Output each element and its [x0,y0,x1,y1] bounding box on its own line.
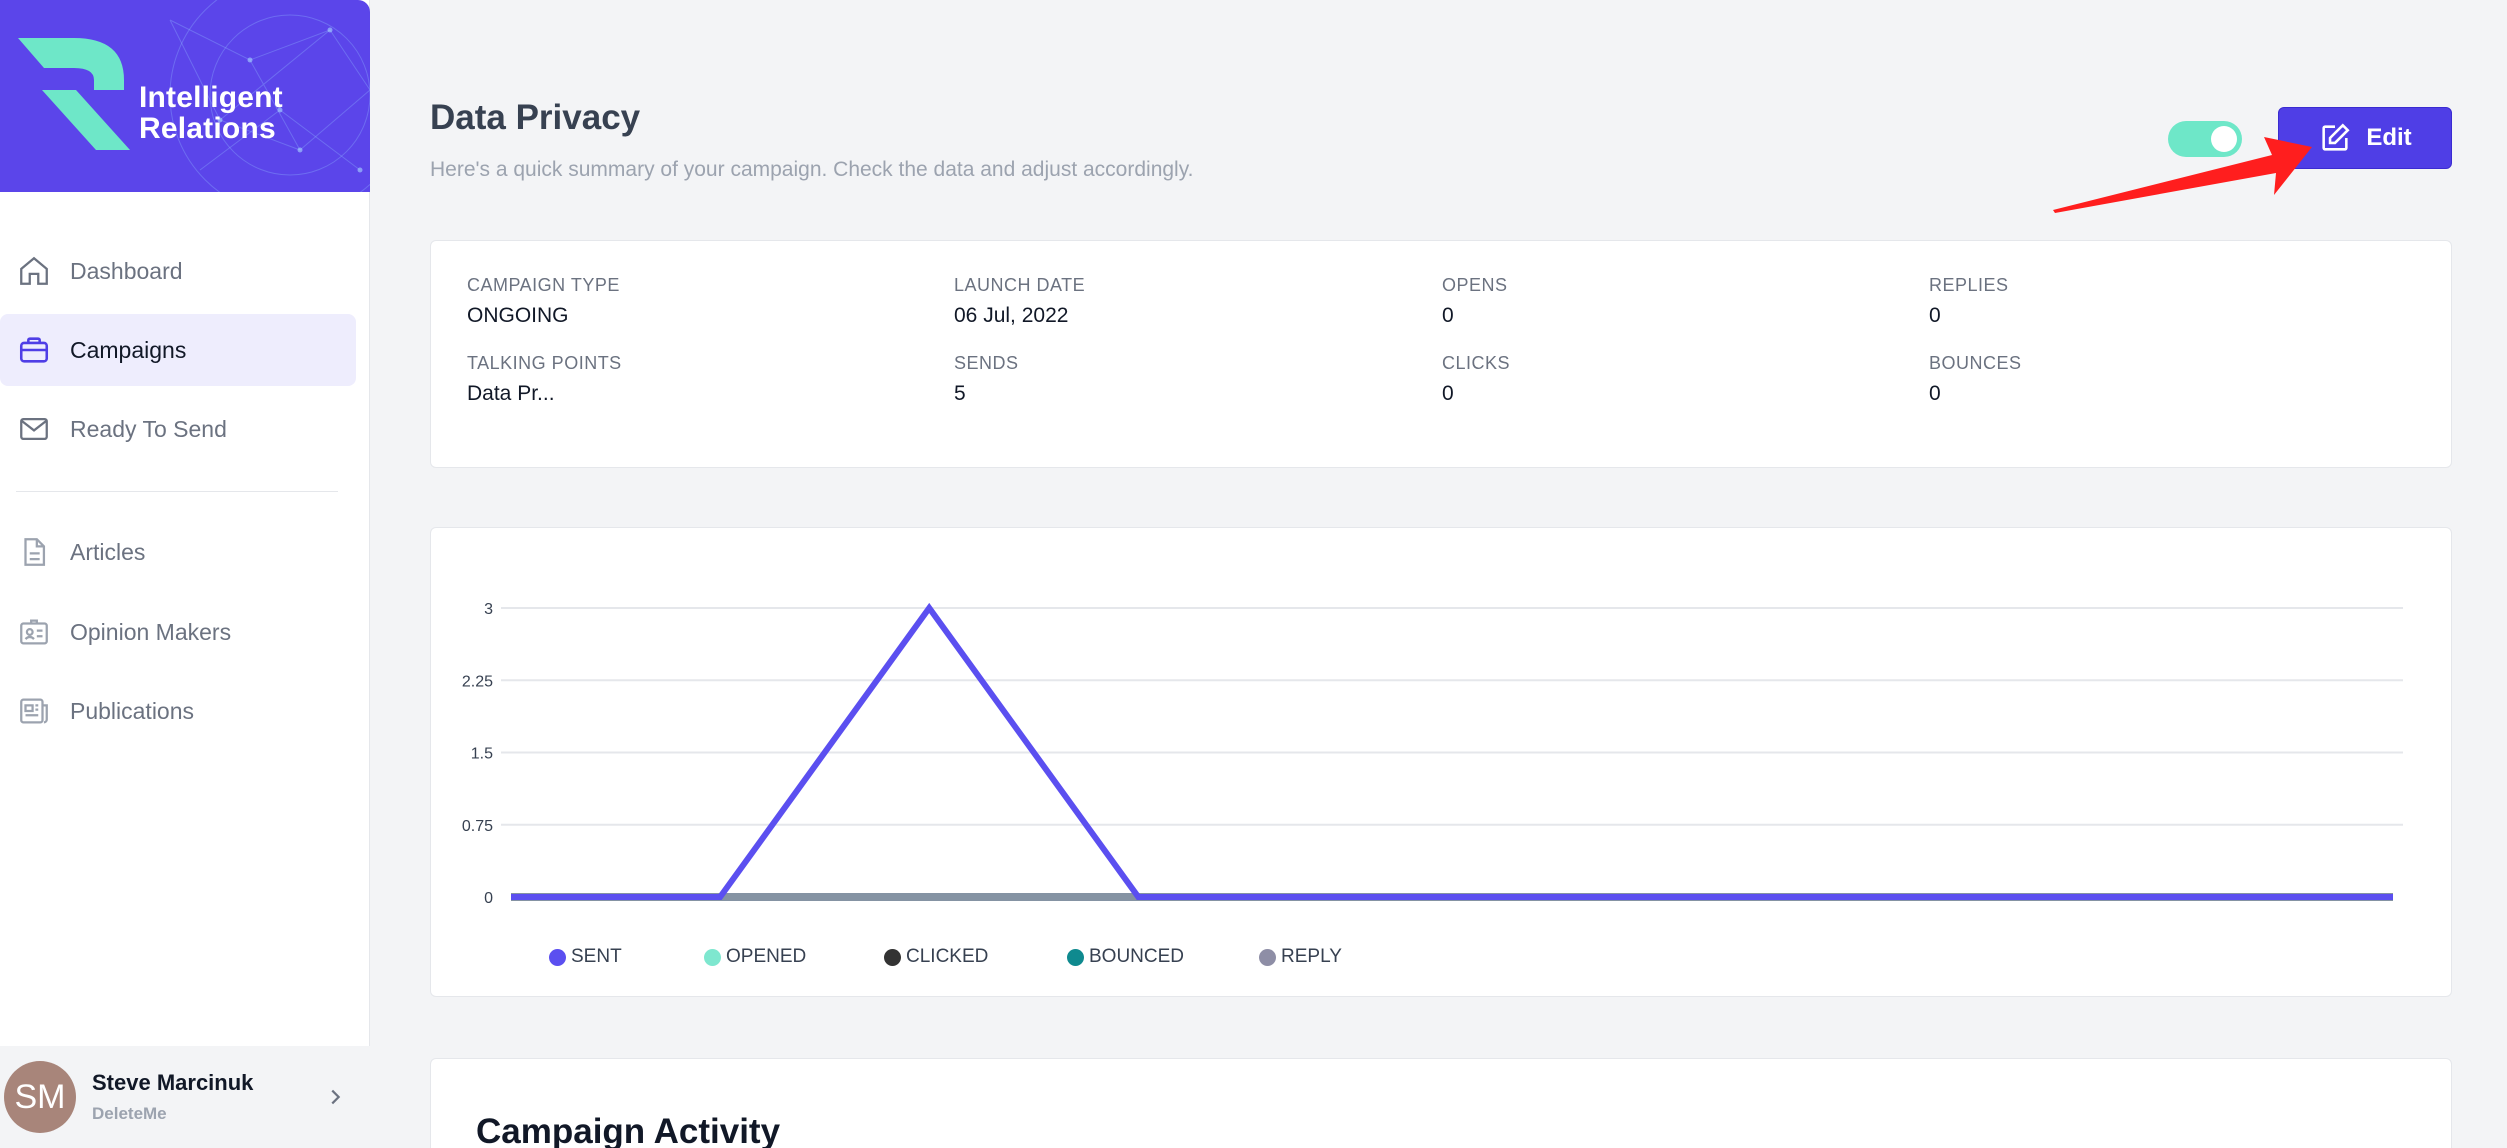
nav-item-publications[interactable]: Publications [0,675,356,747]
legend-dot [549,948,566,966]
network-pattern-icon [169,0,370,192]
red-arrow-annotation-icon [2053,137,2312,213]
user-org: DeleteMe [92,1104,167,1123]
stat-value: Data Pr... [467,382,555,405]
stat-value: 0 [1442,382,1454,405]
stat-label: LAUNCH DATE [954,275,1086,295]
user-profile[interactable]: SM Steve Marcinuk DeleteMe [0,1046,370,1148]
stat-sends: SENDS 5 [954,353,1019,406]
nav-item-ready-to-send[interactable]: Ready To Send [0,393,356,465]
newspaper-icon [16,693,52,729]
stat-replies: REPLIES 0 [1929,275,2009,328]
brand-name-line2: Relations [139,112,276,145]
edit-icon [2318,121,2352,155]
document-icon [16,534,52,570]
legend-item-opened[interactable]: OPENED [704,946,806,968]
legend-dot [884,948,901,966]
edit-button[interactable]: Edit [2278,107,2452,169]
page-title: Data Privacy [430,98,641,137]
user-info: Steve Marcinuk DeleteMe [92,1070,253,1124]
stat-label: TALKING POINTS [467,353,622,373]
stat-value: 0 [1442,304,1454,327]
campaign-line-chart: 0 0.75 1.5 2.25 3 [462,601,2403,907]
legend-item-sent[interactable]: SENT [549,946,622,968]
nav-item-opinion-makers[interactable]: Opinion Makers [0,596,356,668]
campaign-summary-card: CAMPAIGN TYPE ONGOING LAUNCH DATE 06 Jul… [430,240,2452,468]
stat-label: CAMPAIGN TYPE [467,275,620,295]
stat-launch-date: LAUNCH DATE 06 Jul, 2022 [954,275,1085,328]
legend-dot [704,948,721,966]
stat-clicks: CLICKS 0 [1442,353,1510,406]
stat-value: 5 [954,382,966,405]
stat-opens: OPENS 0 [1442,275,1508,328]
nav-label-ready-to-send: Ready To Send [70,415,227,442]
avatar: SM [4,1061,76,1133]
legend-label: SENT [571,946,622,967]
series-line-sent [511,602,2393,900]
campaign-active-toggle[interactable] [2168,121,2242,157]
stat-label: REPLIES [1929,275,2009,295]
stat-value: 0 [1929,304,1941,327]
briefcase-icon [16,332,52,368]
activity-title: Campaign Activity [476,1112,781,1148]
stat-value: 06 Jul, 2022 [954,304,1069,327]
nav-label-articles: Articles [70,538,146,565]
mail-icon [16,411,52,447]
legend-item-reply[interactable]: REPLY [1259,946,1342,968]
edit-button-label: Edit [2366,124,2412,151]
nav-label-publications: Publications [70,697,195,724]
stat-label: BOUNCES [1929,353,2022,373]
chevron-right-icon [331,1089,341,1105]
toggle-knob [2211,126,2237,152]
legend-item-bounced[interactable]: BOUNCED [1067,946,1184,968]
legend-label: OPENED [726,946,807,967]
id-card-icon [16,614,52,650]
stat-campaign-type: CAMPAIGN TYPE ONGOING [467,275,620,328]
campaign-activity-card: Campaign Activity [430,1058,2452,1148]
brand-name: Intelligent Relations [139,82,283,144]
y-tick-label: 2.25 [462,673,493,690]
campaign-chart-card: 0 0.75 1.5 2.25 3 SENT OPENED CLICKED BOUNCED RE… [430,527,2452,997]
nav-item-campaigns[interactable]: Campaigns [0,314,356,386]
page-subtitle: Here's a quick summary of your campaign.… [430,158,1194,181]
sidebar: Intelligent Relations Dashboard Campaign… [0,0,370,1148]
stat-value: ONGOING [467,304,569,327]
nav-item-dashboard[interactable]: Dashboard [0,235,356,307]
legend-dot [1067,948,1084,966]
stat-value: 0 [1929,382,1941,405]
user-name: Steve Marcinuk [92,1070,254,1095]
nav-item-articles[interactable]: Articles [0,516,356,588]
stat-talking-points: TALKING POINTS Data Pr... [467,353,622,406]
logo-icon [18,38,130,150]
legend-dot [1259,948,1276,966]
nav-divider [16,491,338,492]
brand-header: Intelligent Relations [0,0,370,192]
legend-label: REPLY [1281,946,1342,967]
nav-label-opinion-makers: Opinion Makers [70,618,232,645]
brand-name-line1: Intelligent [139,81,283,114]
legend-label: CLICKED [906,946,989,967]
y-tick-label: 3 [484,601,493,618]
legend-item-clicked[interactable]: CLICKED [884,946,988,968]
stat-label: CLICKS [1442,353,1511,373]
nav-label-campaigns: Campaigns [70,336,187,363]
stat-bounces: BOUNCES 0 [1929,353,2022,406]
y-tick-label: 0 [484,890,493,907]
nav-label-dashboard: Dashboard [70,257,183,284]
y-tick-label: 1.5 [471,746,493,763]
home-icon [16,253,52,289]
y-tick-label: 0.75 [462,818,493,835]
stat-label: SENDS [954,353,1019,373]
legend-label: BOUNCED [1089,946,1185,967]
stat-label: OPENS [1442,275,1508,295]
